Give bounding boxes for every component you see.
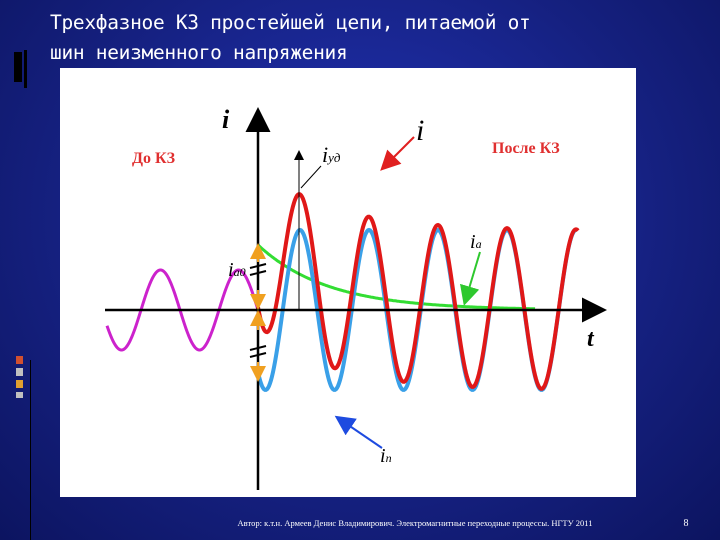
axis-i-label: i — [222, 105, 230, 134]
figure-background — [60, 68, 636, 497]
label-sub: а0 — [234, 265, 246, 279]
iud-pointer — [300, 165, 322, 189]
title-line: Трехфазное КЗ простейшей цепи, питаемой … — [50, 11, 531, 34]
deco-square — [16, 380, 23, 388]
ia-pointer — [460, 251, 481, 306]
footer-text: Автор: к.т.н. Армеев Денис Владимирович.… — [238, 518, 593, 528]
deco-line — [30, 360, 31, 540]
deco-square — [16, 368, 23, 376]
total-current — [256, 192, 580, 391]
title-line: шин неизменного напряжения — [50, 41, 348, 64]
pre-fault-current — [105, 268, 260, 352]
i-pointer — [380, 136, 415, 171]
i-total-label: i — [416, 114, 424, 147]
label-sub: а — [476, 237, 482, 251]
page-number: 8 — [684, 518, 689, 529]
deco-bar — [24, 50, 27, 88]
ia-label: iа — [470, 231, 482, 253]
deco-square — [16, 392, 23, 398]
before-label: До КЗ — [132, 150, 176, 167]
ip-pointer — [334, 415, 383, 449]
ip-label: iп — [380, 445, 392, 467]
after-label: После КЗ — [492, 140, 560, 157]
ia0-label: iа0 — [228, 259, 246, 281]
iud-label: iуд — [322, 142, 341, 167]
slide-title: Трехфазное КЗ простейшей цепи, питаемой … — [50, 8, 531, 68]
label-sub: уд — [326, 150, 341, 165]
label-main: i — [228, 259, 234, 281]
deco-bar — [14, 52, 22, 82]
curves — [105, 192, 580, 392]
label-main: i — [380, 445, 386, 467]
label-sub: п — [386, 451, 392, 465]
label-main: i — [322, 142, 328, 167]
axis-t-label: t — [587, 326, 595, 352]
break-marks — [249, 263, 267, 358]
label-main: i — [470, 231, 476, 253]
deco-square — [16, 356, 23, 364]
